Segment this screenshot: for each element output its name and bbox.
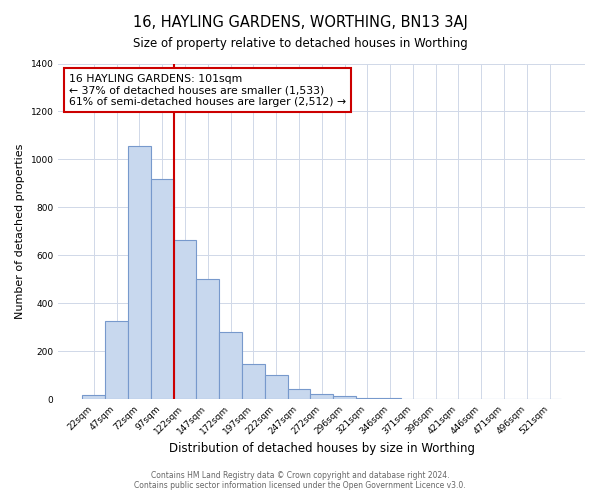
- Bar: [196, 280, 219, 400]
- Text: Contains HM Land Registry data © Crown copyright and database right 2024.
Contai: Contains HM Land Registry data © Crown c…: [134, 470, 466, 490]
- Bar: [105, 321, 128, 400]
- Bar: [173, 240, 196, 400]
- Bar: [151, 179, 173, 400]
- Bar: [287, 390, 310, 400]
- Text: 16, HAYLING GARDENS, WORTHING, BN13 3AJ: 16, HAYLING GARDENS, WORTHING, BN13 3AJ: [133, 15, 467, 30]
- Text: 16 HAYLING GARDENS: 101sqm
← 37% of detached houses are smaller (1,533)
61% of s: 16 HAYLING GARDENS: 101sqm ← 37% of deta…: [69, 74, 346, 107]
- Bar: [356, 398, 379, 400]
- Bar: [310, 394, 333, 400]
- X-axis label: Distribution of detached houses by size in Worthing: Distribution of detached houses by size …: [169, 442, 475, 455]
- Bar: [265, 376, 287, 400]
- Y-axis label: Number of detached properties: Number of detached properties: [15, 144, 25, 319]
- Text: Size of property relative to detached houses in Worthing: Size of property relative to detached ho…: [133, 38, 467, 51]
- Bar: [333, 396, 356, 400]
- Bar: [379, 398, 401, 400]
- Bar: [219, 332, 242, 400]
- Bar: [242, 364, 265, 400]
- Bar: [128, 146, 151, 400]
- Bar: [401, 398, 424, 400]
- Bar: [82, 395, 105, 400]
